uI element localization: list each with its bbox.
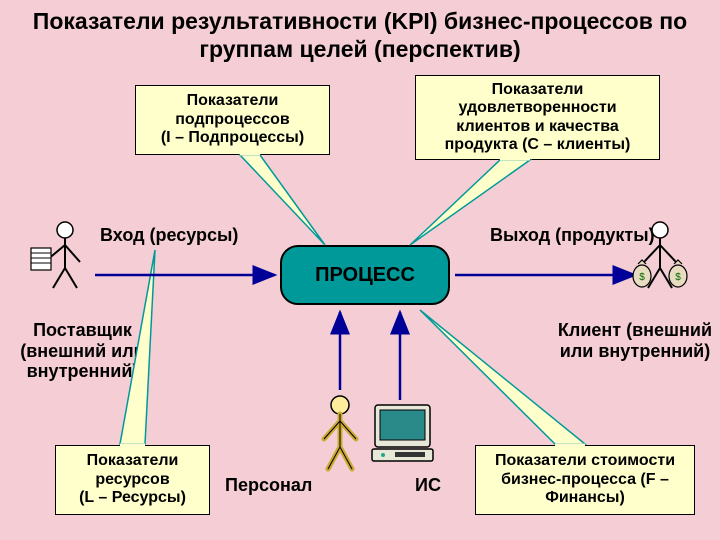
label-personnel: Персонал (225, 475, 312, 496)
label-output: Выход (продукты) (490, 225, 655, 246)
page-title: Показатели результативности (KPI) бизнес… (0, 0, 720, 63)
box-subprocess: Показатели подпроцессов(I – Подпроцессы) (135, 85, 330, 155)
process-box: ПРОЦЕСС (280, 245, 450, 305)
supplier-icon (31, 222, 80, 288)
svg-text:$: $ (675, 272, 681, 283)
label-input: Вход (ресурсы) (100, 225, 238, 246)
box-clients: Показатели удовлетворенности клиентов и … (415, 75, 660, 160)
label-supplier: Поставщик (внешний или внутренний) (10, 320, 155, 382)
box-resources: Показатели ресурсов(L – Ресурсы) (55, 445, 210, 515)
svg-text:$: $ (639, 272, 645, 283)
personnel-icon (324, 396, 356, 469)
label-is: ИС (415, 475, 441, 496)
box-finances: Показатели стоимости бизнес-процесса (F … (475, 445, 695, 515)
label-client: Клиент (внешний или внутренний) (555, 320, 715, 361)
computer-icon (372, 405, 433, 461)
